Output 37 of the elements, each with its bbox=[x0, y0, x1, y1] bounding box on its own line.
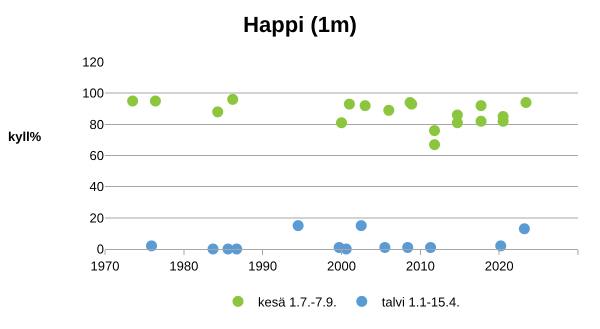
point bbox=[425, 242, 436, 253]
legend-label: kesä 1.7.-7.9. bbox=[258, 294, 337, 310]
point bbox=[520, 97, 532, 108]
x-tick-label: 2010 bbox=[406, 258, 435, 274]
point bbox=[227, 94, 238, 105]
y-tick-label: 100 bbox=[82, 86, 104, 101]
point bbox=[336, 117, 347, 128]
y-tick-label: 20 bbox=[90, 210, 104, 226]
y-tick-label: 80 bbox=[90, 116, 104, 132]
y-tick-label: 60 bbox=[90, 148, 104, 164]
point bbox=[495, 240, 506, 252]
point bbox=[356, 220, 367, 232]
x-tick-label: 2020 bbox=[484, 258, 514, 274]
point bbox=[127, 95, 138, 106]
y-tick-label: 0 bbox=[96, 242, 104, 257]
x-tick-label: 1990 bbox=[248, 258, 278, 274]
point bbox=[429, 125, 440, 136]
point bbox=[292, 220, 304, 232]
point bbox=[476, 100, 487, 112]
point bbox=[212, 106, 224, 118]
point bbox=[518, 223, 530, 234]
y-tick-label: 120 bbox=[82, 54, 104, 70]
point bbox=[452, 117, 463, 128]
point bbox=[383, 104, 394, 116]
x-tick-label: 2000 bbox=[327, 258, 356, 274]
chart-title: Happi (1m) bbox=[243, 12, 357, 37]
x-tick-label: 1980 bbox=[169, 258, 198, 274]
x-tick-label: 1970 bbox=[90, 258, 120, 274]
legend-label: talvi 1.1-15.4. bbox=[382, 294, 460, 310]
y-tick-label: 40 bbox=[90, 179, 104, 194]
point bbox=[146, 240, 158, 252]
point bbox=[360, 100, 371, 112]
point bbox=[429, 139, 440, 150]
point bbox=[344, 98, 355, 110]
point bbox=[476, 116, 487, 127]
point bbox=[150, 95, 161, 106]
y-axis-title: kyll% bbox=[8, 129, 42, 144]
